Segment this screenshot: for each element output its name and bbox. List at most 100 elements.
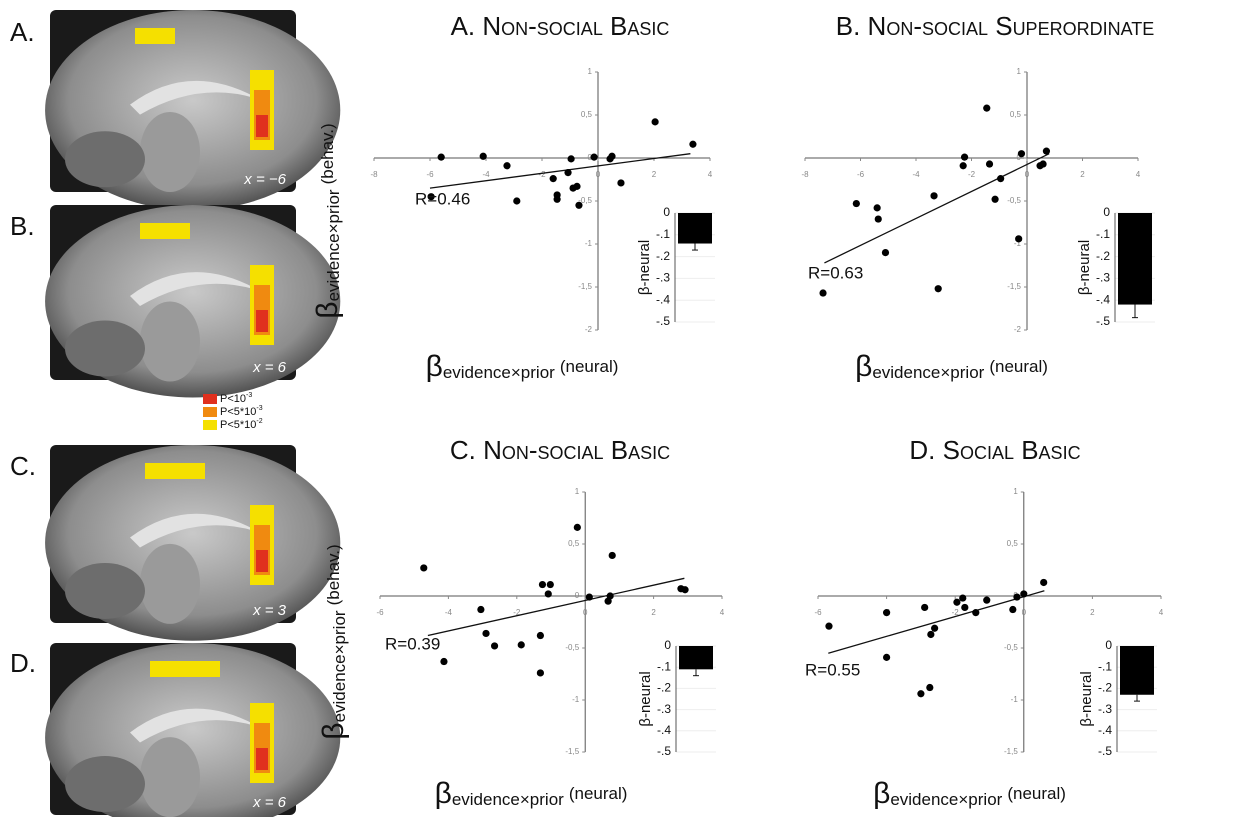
data-point (1042, 147, 1051, 155)
y-tick-label: 1 (1017, 67, 1022, 76)
activation-blob (145, 463, 205, 479)
panel-letter: A. (10, 17, 35, 47)
data-point (427, 193, 435, 201)
x-tick-label: 0 (1025, 170, 1030, 179)
panel-letter: C. (10, 451, 36, 481)
data-point (477, 605, 485, 614)
fit-line (824, 153, 1050, 264)
inset-tick-label: -.2 (1098, 681, 1112, 695)
data-point (881, 249, 890, 257)
legend-text: P<5*10 (220, 406, 256, 418)
brain-panel: C. x = 3 (10, 445, 341, 641)
axis-symbol: β (311, 301, 344, 318)
cerebellum (65, 562, 145, 619)
slice-coordinate: x = 3 (252, 602, 287, 619)
data-point (608, 551, 616, 560)
inset-tick-label: 0 (1105, 638, 1112, 652)
x-tick-label: -6 (814, 608, 822, 617)
y-tick-label: 0,5 (581, 110, 593, 119)
x-tick-label: 2 (652, 170, 657, 179)
chart-title: A. Non-social Basic (451, 11, 670, 41)
data-point (590, 153, 598, 161)
x-tick-label: -2 (513, 608, 521, 617)
data-point (961, 603, 969, 612)
axis-symbol: β (426, 350, 443, 383)
data-point (479, 152, 487, 160)
inset-tick-label: -.3 (657, 702, 671, 716)
legend-exponent: -3 (256, 405, 262, 412)
axis-subscript: evidence×prior (324, 189, 343, 301)
x-tick-label: -4 (482, 170, 490, 179)
panel-letter: D. (10, 648, 36, 678)
data-point (819, 289, 827, 297)
inset-tick-label: 0 (1103, 205, 1110, 219)
inset-tick-label: 0 (664, 638, 671, 652)
activation-blob (256, 115, 268, 137)
data-point (546, 580, 554, 589)
y-tick-label: 0 (1017, 153, 1022, 162)
data-point (883, 653, 891, 661)
axis-unit: (behav.) (324, 544, 343, 605)
x-tick-label: -4 (912, 170, 920, 179)
inset-tick-label: -.5 (657, 744, 671, 758)
brainstem (140, 737, 200, 817)
brainstem (140, 543, 200, 624)
y-tick-label: -0,5 (1004, 643, 1018, 652)
x-tick-label: -8 (370, 170, 378, 179)
inset-tick-label: -.5 (656, 314, 670, 328)
data-point (997, 175, 1005, 183)
activation-blob (150, 661, 220, 677)
inset-tick-label: -.2 (1096, 249, 1110, 263)
panel-letter: B. (10, 211, 35, 241)
inset-tick-label: -.4 (656, 292, 670, 306)
x-tick-label: -4 (445, 608, 453, 617)
inset-tick-label: 0 (663, 205, 670, 219)
inset-tick-label: -.1 (656, 227, 670, 241)
inset-axis-label: β-neural (637, 671, 654, 726)
inset-axis-label: β-neural (636, 240, 653, 295)
legend-label: P<5*10-3 (220, 405, 263, 418)
legend-exponent: -3 (246, 392, 252, 399)
y-tick-label: -1,5 (1004, 747, 1018, 756)
y-tick-label: 0 (575, 591, 580, 600)
y-tick-label: -1,5 (1007, 282, 1021, 291)
y-tick-label: -1 (585, 239, 593, 248)
data-point (953, 598, 961, 606)
axis-symbol: β (435, 777, 452, 810)
axis-subscript: evidence×prior (452, 790, 564, 809)
data-point (564, 169, 572, 177)
x-tick-label: -6 (376, 608, 384, 617)
axis-symbol: β (873, 777, 890, 810)
data-point (934, 285, 942, 293)
scatter-chart: C. Non-social Basic-6 -4 -2 0 2 4-1,5-1-0,500… (317, 435, 725, 810)
activation-blob (256, 310, 268, 332)
data-point (567, 155, 575, 163)
chart-title: D. Social Basic (909, 435, 1080, 465)
y-tick-label: 0,5 (1010, 110, 1022, 119)
inset-bar (679, 646, 713, 670)
data-point (585, 593, 593, 601)
y-tick-label: -1 (1014, 239, 1022, 248)
data-point (1009, 605, 1017, 614)
correlation-annotation: R=0.63 (808, 263, 863, 282)
data-point (606, 592, 614, 600)
cerebellum (65, 320, 145, 377)
data-point (874, 215, 882, 223)
axis-symbol: β (317, 722, 350, 739)
x-tick-label: -6 (857, 170, 865, 179)
data-point (960, 153, 969, 161)
x-tick-label: 0 (596, 170, 601, 179)
inset-tick-label: -.3 (1098, 702, 1112, 716)
data-point (959, 594, 967, 602)
activation-blob (140, 223, 190, 239)
x-tick-label: 2 (651, 608, 656, 617)
x-tick-label: 2 (1090, 608, 1095, 617)
cerebellum (65, 756, 145, 813)
data-point (573, 523, 581, 531)
corpus-callosum (130, 708, 260, 743)
axis-label: βevidence×prior (neural) (873, 777, 1066, 810)
data-point (544, 590, 552, 598)
data-point (517, 641, 525, 649)
inset-tick-label: -.2 (656, 249, 670, 263)
